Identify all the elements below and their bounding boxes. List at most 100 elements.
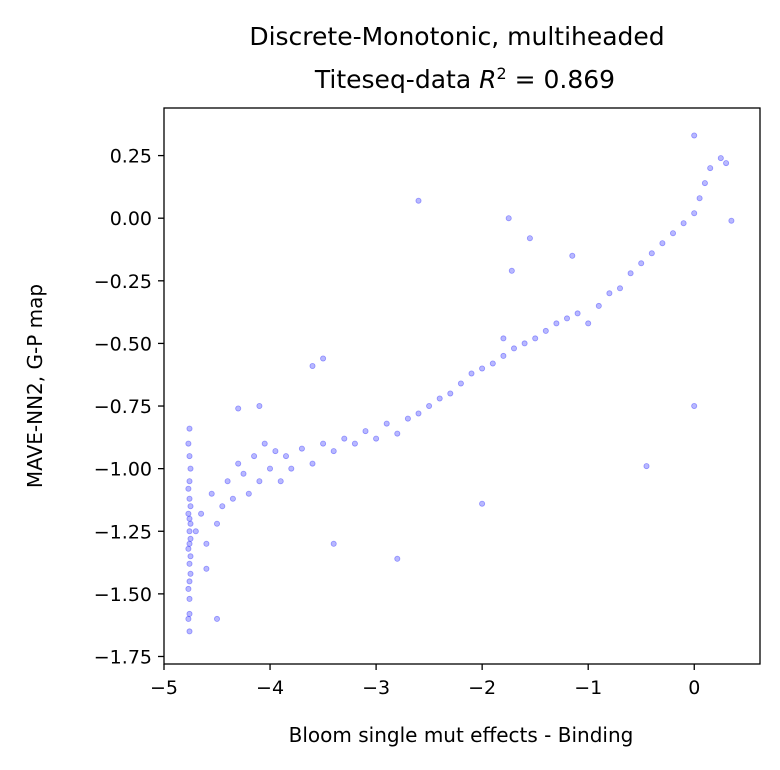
data-point [606, 290, 613, 297]
data-point [648, 250, 655, 257]
chart-subtitle: Titeseq-data R2 = 0.869 [314, 64, 615, 95]
y-tick-label: 0.00 [110, 208, 152, 230]
data-point [186, 528, 193, 535]
x-tick-label: 0 [688, 677, 700, 699]
data-point [510, 345, 517, 352]
x-tick-label: −3 [362, 677, 390, 699]
data-point [447, 390, 454, 397]
data-point [245, 490, 252, 497]
data-point [185, 440, 192, 447]
data-point [320, 355, 327, 362]
data-point [298, 445, 305, 452]
data-point [186, 478, 193, 485]
plot-frame [163, 107, 761, 665]
data-point [638, 260, 645, 267]
data-point [479, 365, 486, 372]
data-point [185, 485, 192, 492]
data-point [309, 460, 316, 467]
y-tick-label: −0.75 [94, 396, 152, 418]
x-tick-label: −1 [574, 677, 602, 699]
data-point [691, 132, 698, 139]
data-point [185, 585, 192, 592]
data-point [717, 155, 724, 162]
data-point [277, 478, 284, 485]
data-point [208, 490, 215, 497]
data-point [219, 503, 226, 510]
data-point [288, 465, 295, 472]
data-point [235, 405, 242, 412]
data-point [266, 465, 273, 472]
data-point [185, 545, 192, 552]
data-point [532, 335, 539, 342]
data-point [213, 520, 220, 527]
y-axis-label: MAVE-NN2, G-P map [23, 284, 47, 488]
data-point [330, 448, 337, 455]
data-point [542, 327, 549, 334]
data-point [479, 500, 486, 507]
data-point [187, 520, 194, 527]
data-point [320, 440, 327, 447]
data-point [373, 435, 380, 442]
data-point [186, 628, 193, 635]
data-point [251, 453, 258, 460]
y-tick-label: −1.75 [94, 646, 152, 668]
data-point [309, 362, 316, 369]
x-tick-label: −2 [468, 677, 496, 699]
data-point [186, 595, 193, 602]
subtitle-prefix: Titeseq-data [314, 65, 479, 94]
data-point [203, 540, 210, 547]
data-point [553, 320, 560, 327]
data-point [185, 615, 192, 622]
data-point [240, 470, 247, 477]
data-point [383, 420, 390, 427]
y-tick-label: −1.25 [94, 521, 152, 543]
data-point [394, 555, 401, 562]
data-point [526, 235, 533, 242]
data-point [187, 465, 194, 472]
data-point [585, 320, 592, 327]
data-point [256, 402, 263, 409]
data-point [659, 240, 666, 247]
data-point [670, 230, 677, 237]
data-point [186, 495, 193, 502]
data-point [186, 540, 193, 547]
data-point [341, 435, 348, 442]
data-point [564, 315, 571, 322]
data-point [185, 510, 192, 517]
y-tick-label: −0.25 [94, 271, 152, 293]
data-point [627, 270, 634, 277]
data-point [574, 310, 581, 317]
data-point [272, 448, 279, 455]
data-point [728, 217, 735, 224]
data-point [394, 430, 401, 437]
points-layer [185, 132, 735, 635]
data-point [187, 535, 194, 542]
data-point [198, 510, 205, 517]
data-point [489, 360, 496, 367]
data-point [521, 340, 528, 347]
data-point [569, 252, 576, 259]
data-point [362, 428, 369, 435]
data-point [192, 528, 199, 535]
axis-ticks: −5 −4 −3 −2 −1 0 0.25 0.00 −0.25 −0.50 −0.75 −1.00 −… [94, 146, 701, 699]
y-tick-label: −1.00 [94, 459, 152, 481]
x-axis-label: Bloom single mut effects - Binding [289, 723, 634, 747]
data-point [229, 495, 236, 502]
data-point [508, 267, 515, 274]
data-point [187, 503, 194, 510]
data-point [415, 197, 422, 204]
subtitle-r-symbol: R [479, 65, 496, 94]
data-point [436, 395, 443, 402]
data-point [500, 352, 507, 359]
chart-title: Discrete-Monotonic, multiheaded [249, 22, 664, 51]
data-point [701, 180, 708, 187]
data-point [617, 285, 624, 292]
data-point [213, 615, 220, 622]
data-point [723, 160, 730, 167]
y-tick-label: 0.25 [110, 146, 152, 168]
data-point [505, 215, 512, 222]
data-point [235, 460, 242, 467]
data-point [468, 370, 475, 377]
